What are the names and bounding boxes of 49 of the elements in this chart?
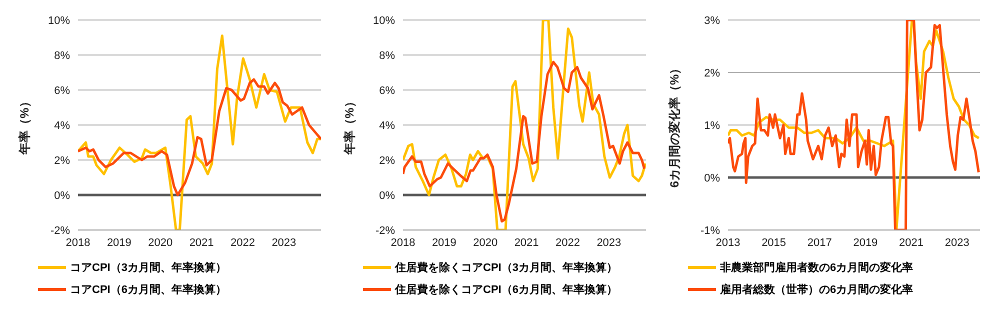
legend-label: コアCPI（3カ月間、年率換算） xyxy=(70,260,226,274)
x-tick-label: 2019 xyxy=(106,236,132,249)
line-series xyxy=(78,34,321,230)
y-tick-label: 6% xyxy=(54,84,70,97)
y-tick-label: 10% xyxy=(48,14,70,27)
y-tick-label: -2% xyxy=(375,224,396,237)
x-tick-label: 2023 xyxy=(272,236,296,249)
y-tick-label: 8% xyxy=(379,50,396,62)
y-axis-title: 年率（%） xyxy=(342,96,356,156)
line-series xyxy=(78,78,321,196)
y-tick-label: 8% xyxy=(54,50,70,62)
y-tick-label: 0% xyxy=(379,190,396,202)
x-tick-label: 2019 xyxy=(853,236,878,249)
y-tick-label: -2% xyxy=(50,224,70,237)
x-tick-label: 2019 xyxy=(432,236,456,249)
y-tick-label: 4% xyxy=(379,120,396,132)
x-tick-label: 2020 xyxy=(148,236,173,249)
y-tick-label: 2% xyxy=(54,154,70,167)
y-axis-title: 年率（%） xyxy=(17,96,32,156)
y-tick-label: 4% xyxy=(54,120,70,132)
legend-label: コアCPI（6カ月間、年率換算） xyxy=(70,282,226,296)
x-tick-label: 2015 xyxy=(762,236,786,249)
y-axis-title: 6カ月間の変化率（%） xyxy=(667,62,682,188)
y-tick-label: 3% xyxy=(704,14,720,27)
legend-label: 非農業部門雇用者数の6カ月間の変化率 xyxy=(720,260,914,274)
x-tick-label: 2020 xyxy=(473,236,498,249)
x-tick-label: 2022 xyxy=(556,236,580,249)
y-tick-label: 0% xyxy=(704,172,720,184)
x-tick-label: 2018 xyxy=(66,236,90,249)
x-tick-label: 2017 xyxy=(807,236,832,249)
x-tick-label: 2021 xyxy=(899,236,924,249)
y-tick-label: 2% xyxy=(704,67,720,80)
y-tick-label: 6% xyxy=(379,84,396,97)
y-tick-label: 1% xyxy=(704,120,720,132)
x-tick-label: 2018 xyxy=(390,236,416,249)
y-tick-label: 0% xyxy=(54,190,70,202)
x-tick-label: 2023 xyxy=(944,236,970,249)
legend-label: 住居費を除くコアCPI（6カ月間、年率換算） xyxy=(395,282,618,296)
y-tick-label: -1% xyxy=(700,224,720,237)
x-tick-label: 2022 xyxy=(230,236,255,249)
x-tick-label: 2021 xyxy=(189,236,214,249)
x-tick-label: 2021 xyxy=(514,236,539,249)
line-series xyxy=(403,60,646,222)
legend-label: 住居費を除くコアCPI（3カ月間、年率換算） xyxy=(395,260,618,274)
legend-label: 雇用者総数（世帯）の6カ月間の変化率 xyxy=(720,282,914,296)
x-tick-label: 2023 xyxy=(596,236,622,249)
y-tick-label: 2% xyxy=(379,154,396,167)
y-tick-label: 10% xyxy=(372,14,396,27)
x-tick-label: 2013 xyxy=(716,236,740,249)
